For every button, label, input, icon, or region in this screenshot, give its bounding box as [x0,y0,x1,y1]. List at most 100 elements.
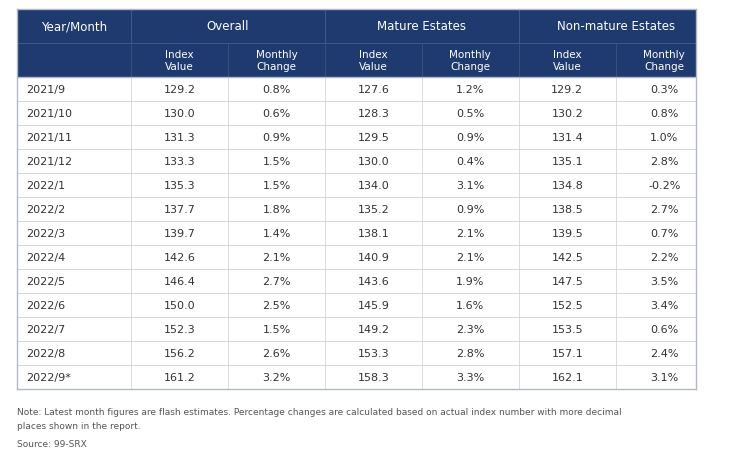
Text: 2.1%: 2.1% [456,252,484,262]
Text: 0.3%: 0.3% [650,85,678,95]
Text: 2022/7: 2022/7 [26,324,66,334]
Text: 3.1%: 3.1% [456,180,484,190]
Text: 157.1: 157.1 [551,348,584,358]
Text: 0.8%: 0.8% [650,109,679,119]
Text: 2.5%: 2.5% [262,300,291,310]
Text: 162.1: 162.1 [551,372,584,382]
Text: 1.5%: 1.5% [262,180,291,190]
Bar [17,102,695,126]
Text: 0.7%: 0.7% [650,228,679,238]
Text: 137.7: 137.7 [164,205,196,215]
Text: 138.1: 138.1 [358,228,389,238]
Text: 156.2: 156.2 [164,348,196,358]
Bar [17,293,695,317]
Text: 139.5: 139.5 [551,228,584,238]
Text: 2.1%: 2.1% [262,252,291,262]
Text: 143.6: 143.6 [358,277,389,287]
Text: 135.1: 135.1 [551,157,583,167]
Text: 0.6%: 0.6% [650,324,678,334]
Text: 153.3: 153.3 [358,348,389,358]
Text: 3.2%: 3.2% [262,372,291,382]
Text: Monthly
Change: Monthly Change [256,50,298,72]
Text: 0.9%: 0.9% [456,133,484,143]
Text: 2022/3: 2022/3 [26,228,66,238]
Text: 140.9: 140.9 [358,252,389,262]
Text: 142.5: 142.5 [551,252,584,262]
Text: 153.5: 153.5 [551,324,583,334]
Text: Source: 99-SRX: Source: 99-SRX [17,439,87,448]
Text: 129.5: 129.5 [358,133,389,143]
Text: 2021/10: 2021/10 [26,109,73,119]
Text: 149.2: 149.2 [358,324,389,334]
Text: 128.3: 128.3 [358,109,389,119]
Text: Note: Latest month figures are flash estimates. Percentage changes are calculate: Note: Latest month figures are flash est… [17,407,622,416]
Text: 130.0: 130.0 [164,109,196,119]
Text: 0.6%: 0.6% [262,109,291,119]
Text: 2.7%: 2.7% [650,205,679,215]
Text: 134.8: 134.8 [551,180,584,190]
Text: 150.0: 150.0 [164,300,196,310]
Bar [17,78,695,102]
Text: 127.6: 127.6 [358,85,389,95]
Text: 3.4%: 3.4% [650,300,679,310]
Text: Index
Value: Index Value [165,50,194,72]
Bar [17,317,695,341]
Text: 2021/12: 2021/12 [26,157,73,167]
Text: Non-mature Estates: Non-mature Estates [556,20,675,33]
Text: 147.5: 147.5 [551,277,584,287]
Text: Mature Estates: Mature Estates [377,20,466,33]
Text: 1.5%: 1.5% [262,324,291,334]
Text: 134.0: 134.0 [358,180,389,190]
Text: 3.3%: 3.3% [456,372,484,382]
Text: -0.2%: -0.2% [648,180,680,190]
Text: 2022/4: 2022/4 [26,252,66,262]
Text: 142.6: 142.6 [164,252,196,262]
Text: 130.0: 130.0 [358,157,389,167]
Text: 2.6%: 2.6% [262,348,291,358]
Bar [17,126,695,149]
Text: 158.3: 158.3 [358,372,389,382]
Text: 2.8%: 2.8% [650,157,679,167]
Text: 2022/9*: 2022/9* [26,372,71,382]
Text: 2022/6: 2022/6 [26,300,66,310]
Text: 1.0%: 1.0% [650,133,678,143]
Text: 129.2: 129.2 [164,85,196,95]
Text: 2.2%: 2.2% [650,252,679,262]
Text: Year/Month: Year/Month [41,20,107,33]
Text: 152.3: 152.3 [164,324,196,334]
Bar [17,269,695,293]
Text: 3.5%: 3.5% [650,277,678,287]
Text: 135.3: 135.3 [164,180,196,190]
Text: 1.8%: 1.8% [262,205,291,215]
Text: 2021/9: 2021/9 [26,85,66,95]
Text: 2022/5: 2022/5 [26,277,66,287]
Text: 133.3: 133.3 [164,157,196,167]
Text: Overall: Overall [207,20,249,33]
Text: 2022/2: 2022/2 [26,205,66,215]
Text: 3.1%: 3.1% [650,372,678,382]
Text: 2.8%: 2.8% [456,348,484,358]
Text: 0.4%: 0.4% [456,157,484,167]
Text: 161.2: 161.2 [164,372,196,382]
Text: places shown in the report.: places shown in the report. [17,421,141,430]
Text: 2.1%: 2.1% [456,228,484,238]
Bar [17,221,695,246]
Text: 2.7%: 2.7% [262,277,291,287]
Text: 129.2: 129.2 [551,85,584,95]
Text: 138.5: 138.5 [551,205,584,215]
Text: 2.4%: 2.4% [650,348,679,358]
Text: 131.3: 131.3 [164,133,196,143]
Bar [17,10,695,44]
Text: 130.2: 130.2 [551,109,584,119]
Text: 152.5: 152.5 [551,300,584,310]
Bar [17,246,695,269]
Text: 0.5%: 0.5% [456,109,484,119]
Text: Index
Value: Index Value [359,50,388,72]
Text: 1.9%: 1.9% [456,277,484,287]
Text: 139.7: 139.7 [164,228,196,238]
Text: 2021/11: 2021/11 [26,133,73,143]
Text: Monthly
Change: Monthly Change [449,50,491,72]
Text: 2022/1: 2022/1 [26,180,66,190]
Bar [17,174,695,198]
Text: 0.9%: 0.9% [262,133,291,143]
